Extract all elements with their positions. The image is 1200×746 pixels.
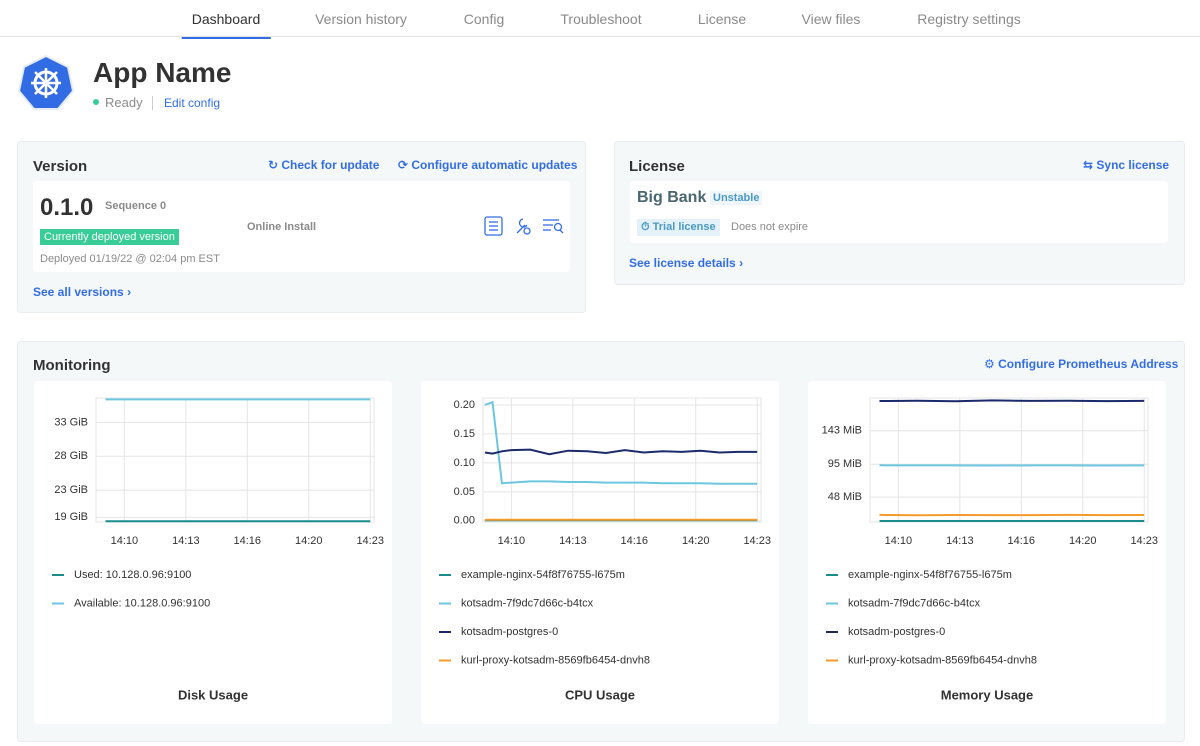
channel: Unstable — [710, 191, 762, 205]
all-versions[interactable]: See all versions › — [33, 285, 131, 299]
x-tick-label: 14:23 — [743, 535, 771, 547]
legend-label: kotsadm-7f9dc7d66c-b4tcx — [848, 597, 981, 609]
x-tick-label: 14:13 — [946, 535, 974, 547]
auto-updates[interactable]: ⟳ Configure automatic updates — [398, 158, 577, 172]
chart-title: CPU Usage — [565, 687, 635, 702]
tab[interactable]: Troubleshoot — [550, 11, 651, 37]
legend-label: kurl-proxy-kotsadm-8569fb6454-dnvh8 — [848, 654, 1037, 666]
link-text: Sync license — [1096, 158, 1169, 172]
monitoring-card: Monitoring ⚙ Configure Prometheus Addres… — [17, 341, 1185, 742]
card-title: Version — [33, 158, 87, 175]
version-card: Version ↻ Check for update ⟳ Configure a… — [17, 141, 586, 313]
chart: 19 GiB 23 GiB 28 GiB 33 GiB 14:10 14:13 14:16 1… — [34, 381, 392, 724]
y-tick-label: 0.00 — [454, 515, 475, 527]
version-number: 0.1.0 — [40, 194, 93, 222]
legend-label: kotsadm-postgres-0 — [461, 626, 558, 638]
link-text: Configure Prometheus Address — [998, 357, 1178, 371]
link-text: See all versions — [33, 285, 124, 299]
link-text: Check for update — [281, 158, 379, 172]
sync-license[interactable]: ⇆ Sync license — [1083, 158, 1169, 172]
y-tick-label: 0.15 — [454, 428, 475, 440]
link-text: Configure automatic updates — [411, 158, 577, 172]
version-box: 0.1.0 Sequence 0 Currently deployed vers… — [33, 181, 570, 272]
divider — [152, 96, 153, 110]
expiry: Does not expire — [731, 221, 808, 233]
version-icons — [483, 215, 567, 237]
legend-label: kurl-proxy-kotsadm-8569fb6454-dnvh8 — [461, 654, 650, 666]
status-dot — [93, 99, 99, 105]
y-tick-label: 0.20 — [454, 399, 475, 411]
tab[interactable]: License — [688, 11, 756, 37]
app-name: App Name — [93, 57, 231, 89]
y-tick-label: 0.05 — [454, 486, 475, 498]
prometheus-link[interactable]: ⚙ Configure Prometheus Address — [984, 357, 1178, 371]
x-tick-label: 14:23 — [356, 535, 384, 547]
legend-label: kotsadm-7f9dc7d66c-b4tcx — [461, 597, 594, 609]
x-tick-label: 14:20 — [295, 535, 323, 547]
chart-title: Disk Usage — [178, 687, 248, 702]
card-title: Monitoring — [33, 357, 110, 374]
tab[interactable]: Version history — [305, 11, 417, 37]
x-tick-label: 14:13 — [559, 535, 587, 547]
legend-label: Available: 10.128.0.96:9100 — [74, 597, 210, 609]
x-tick-label: 14:16 — [234, 535, 262, 547]
y-tick-label: 28 GiB — [54, 450, 88, 462]
x-tick-label: 14:16 — [1008, 535, 1036, 547]
app-logo — [17, 54, 75, 112]
x-tick-label: 14:13 — [172, 535, 200, 547]
tab[interactable]: Dashboard — [182, 11, 271, 39]
app-status: Ready — [105, 95, 143, 110]
card-title: License — [629, 158, 685, 175]
license-name: Big Bank — [637, 189, 706, 207]
install-type: Online Install — [247, 221, 316, 233]
deployed-date: Deployed 01/19/22 @ 02:04 pm EST — [40, 253, 220, 265]
tab[interactable]: Registry settings — [907, 11, 1030, 37]
link-text: See license details — [629, 256, 736, 270]
chart: 48 MiB 95 MiB 143 MiB 14:10 14:13 14:16 14:20 1… — [808, 381, 1166, 724]
license-type: ⏱ Trial license — [637, 219, 720, 236]
tab[interactable]: Config — [454, 11, 514, 37]
chart: 0.00 0.05 0.10 0.15 0.20 14:10 14:13 14:16 14:20… — [421, 381, 779, 724]
x-tick-label: 14:10 — [111, 535, 139, 547]
series-line — [485, 450, 757, 455]
chart-panel: 48 MiB 95 MiB 143 MiB 14:10 14:13 14:16 14:20 1… — [808, 381, 1166, 724]
y-tick-label: 33 GiB — [54, 416, 88, 428]
chart-panel: 19 GiB 23 GiB 28 GiB 33 GiB 14:10 14:13 14:16 1… — [34, 381, 392, 724]
x-tick-label: 14:20 — [682, 535, 710, 547]
chart-title: Memory Usage — [941, 687, 1033, 702]
plot-frame — [483, 398, 761, 522]
y-tick-label: 0.10 — [454, 457, 475, 469]
chart-panel: 0.00 0.05 0.10 0.15 0.20 14:10 14:13 14:16 14:20… — [421, 381, 779, 724]
license-details[interactable]: See license details › — [629, 256, 743, 270]
check-update[interactable]: ↻ Check for update — [268, 158, 379, 172]
deployed-badge: Currently deployed version — [40, 229, 179, 245]
y-tick-label: 143 MiB — [822, 425, 862, 437]
series-line — [880, 400, 1145, 401]
series-line — [485, 402, 757, 484]
license-card: License ⇆ Sync license Big Bank Unstable… — [614, 141, 1185, 285]
license-box: Big Bank Unstable ⏱ Trial license Does n… — [630, 181, 1168, 243]
license-type-text: Trial license — [653, 221, 716, 233]
x-tick-label: 14:10 — [885, 535, 913, 547]
y-tick-label: 48 MiB — [828, 491, 862, 503]
plot-frame — [96, 398, 374, 522]
legend-label: Used: 10.128.0.96:9100 — [74, 569, 191, 581]
x-tick-label: 14:10 — [498, 535, 526, 547]
y-tick-label: 95 MiB — [828, 458, 862, 470]
x-tick-label: 14:16 — [621, 535, 649, 547]
x-tick-label: 14:23 — [1130, 535, 1158, 547]
edit-config[interactable]: Edit config — [164, 96, 220, 110]
y-tick-label: 23 GiB — [54, 484, 88, 496]
tab[interactable]: View files — [792, 11, 871, 37]
x-tick-label: 14:20 — [1069, 535, 1097, 547]
y-tick-label: 19 GiB — [54, 511, 88, 523]
legend-label: kotsadm-postgres-0 — [848, 626, 945, 638]
legend-label: example-nginx-54f8f76755-l675m — [848, 569, 1012, 581]
plot-frame — [870, 398, 1148, 522]
nav-bar: Dashboard Version history Config Trouble… — [0, 0, 1200, 37]
sequence: Sequence 0 — [105, 200, 166, 212]
legend-label: example-nginx-54f8f76755-l675m — [461, 569, 625, 581]
